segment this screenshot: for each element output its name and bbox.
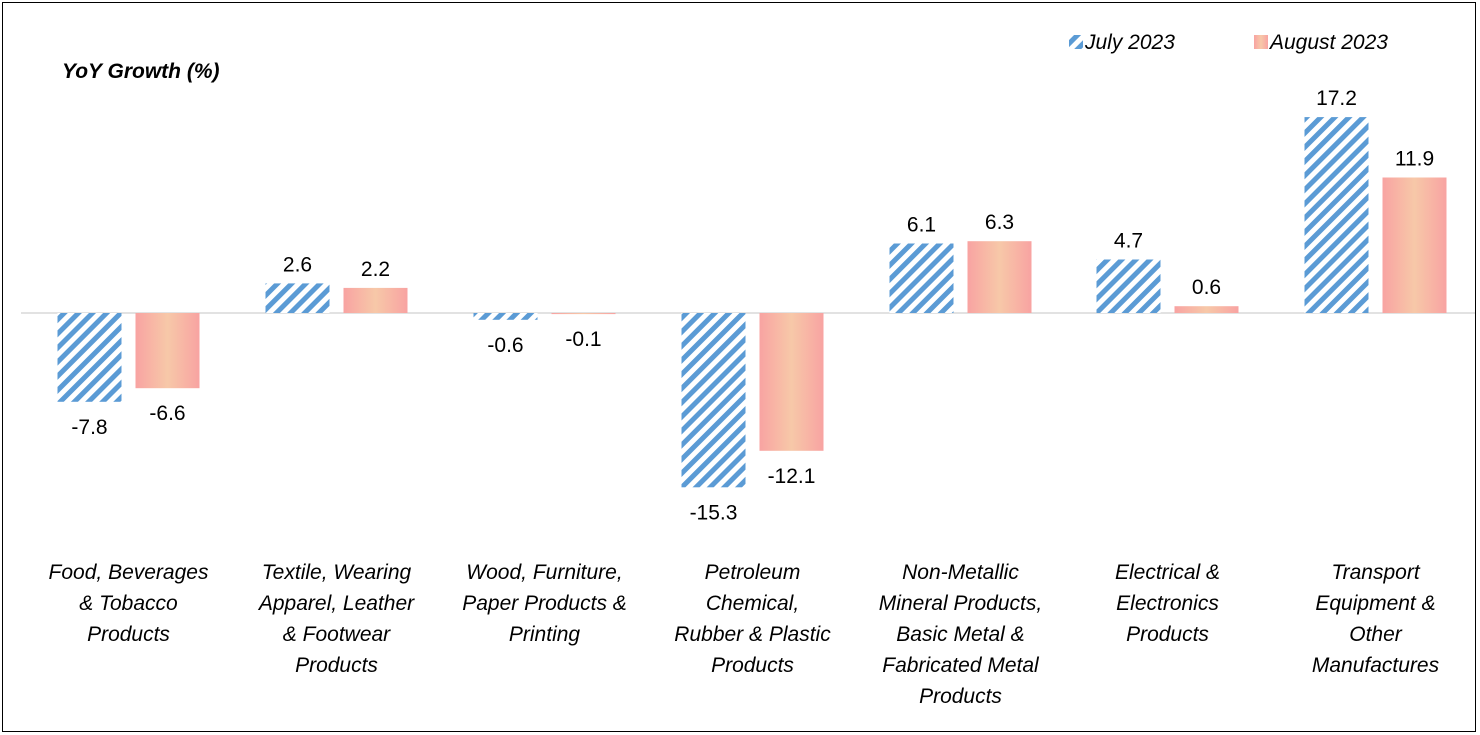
category-label-line: Electrical & [1115,561,1220,584]
data-label-july-4: 6.1 [907,214,936,237]
data-label-august-5: 0.6 [1192,276,1221,299]
legend-swatch-july-2023 [1069,35,1083,49]
bar-july-2023-0 [57,313,122,402]
category-label-3: Petroleum Chemical, Rubber & Plastic Produc… [674,561,831,677]
category-label-line: Products [295,654,378,677]
data-label-july-2: -0.6 [487,334,523,357]
category-label-line: Manufactures [1312,654,1440,677]
legend-label-july-2023: July 2023 [1084,31,1175,54]
category-label-line: & Tobacco [79,592,178,615]
category-label-1: Textile, Wearing Apparel, Leather & Footwe… [257,561,415,677]
chart-svg: YoY Growth (%) July 2023 August 2023 -7.8… [21,31,1475,708]
bar-august-2023-1 [343,287,408,313]
category-label-5: Electrical & Electronics Products [1115,561,1220,646]
bars-group [57,117,1447,488]
category-label-line: Wood, Furniture, [466,561,622,584]
data-label-july-5: 4.7 [1114,230,1143,253]
data-label-august-2: -0.1 [565,328,601,351]
bar-august-2023-2 [551,313,616,315]
y-axis-title: YoY Growth (%) [62,60,220,83]
bar-august-2023-5 [1174,306,1239,313]
category-label-line: Products [1126,623,1209,646]
category-label-line: Chemical, [706,592,799,615]
category-label-6: Transport Equipment & Other Manufactures [1312,561,1440,677]
bar-august-2023-6 [1382,177,1447,313]
bar-july-2023-6 [1304,117,1369,313]
data-label-july-1: 2.6 [283,253,312,276]
category-label-line: Products [711,654,794,677]
bar-july-2023-4 [889,243,954,313]
data-label-august-1: 2.2 [361,258,390,281]
bar-july-2023-1 [265,283,330,313]
bar-august-2023-4 [967,241,1032,313]
category-label-line: Food, Beverages [49,561,209,584]
data-label-july-3: -15.3 [690,501,738,524]
bar-july-2023-3 [681,313,746,488]
category-label-line: Paper Products & [462,592,627,615]
bar-august-2023-0 [135,313,200,389]
category-label-line: Products [919,685,1002,708]
category-label-line: Transport [1331,561,1420,584]
category-label-line: Rubber & Plastic [674,623,831,646]
category-label-line: Apparel, Leather [257,592,415,615]
bar-july-2023-5 [1096,259,1161,313]
legend-label-august-2023: August 2023 [1268,31,1388,54]
bar-august-2023-3 [759,313,824,451]
category-label-line: Mineral Products, [879,592,1042,615]
data-label-august-6: 11.9 [1395,148,1434,171]
category-label-line: Textile, Wearing [262,561,412,584]
category-label-line: Equipment & [1315,592,1435,615]
bar-july-2023-2 [473,313,538,320]
category-label-2: Wood, Furniture, Paper Products & Printing [462,561,627,646]
legend: July 2023 August 2023 [1069,31,1388,54]
category-label-line: Other [1349,623,1403,646]
legend-swatch-august-2023 [1254,35,1268,49]
data-label-august-3: -12.1 [768,465,816,488]
category-labels-group: Food, Beverages & Tobacco ProductsTextile,… [49,561,1440,708]
category-label-line: Products [87,623,170,646]
category-label-line: Printing [509,623,581,646]
category-label-line: Basic Metal & [896,623,1024,646]
category-label-line: Petroleum [705,561,801,584]
data-label-july-6: 17.2 [1316,87,1357,110]
data-label-august-4: 6.3 [985,211,1014,234]
category-label-line: Non-Metallic [902,561,1019,584]
category-label-line: Fabricated Metal [882,654,1040,677]
data-label-august-0: -6.6 [149,402,185,425]
category-label-0: Food, Beverages & Tobacco Products [49,561,209,646]
category-label-line: & Footwear [283,623,391,646]
category-label-line: Electronics [1116,592,1219,615]
data-label-july-0: -7.8 [71,416,107,439]
data-labels-group: -7.8 2.6 -0.6 -15.3 6.1 4.7 17.2 -6.6 2.2 -0.1 -12… [71,87,1434,524]
category-label-4: Non-Metallic Mineral Products, Basic Metal… [879,561,1042,708]
